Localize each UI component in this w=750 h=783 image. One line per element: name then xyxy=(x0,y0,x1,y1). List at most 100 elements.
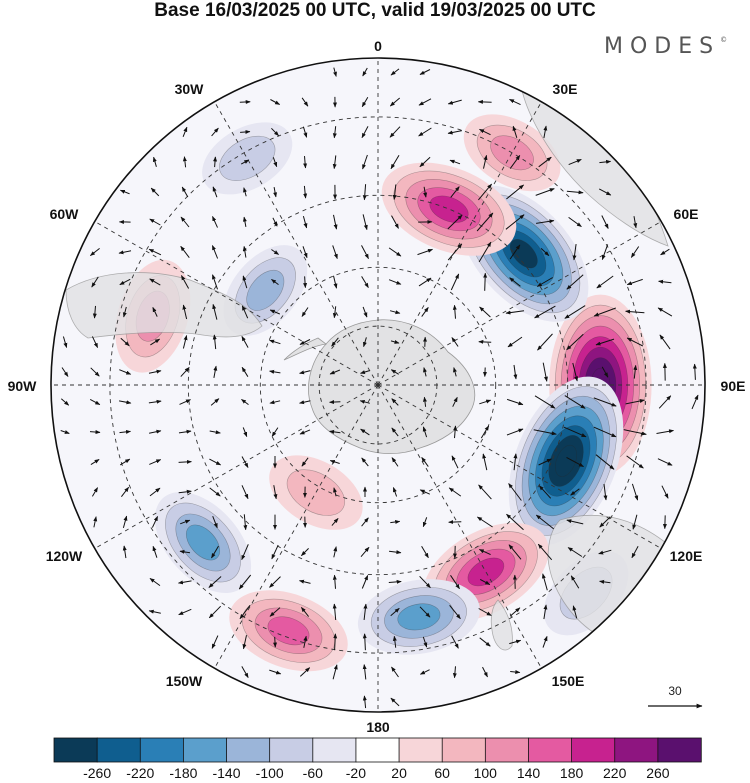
wind-vector-arrow xyxy=(362,306,368,318)
wind-vector-arrow xyxy=(303,635,308,648)
wind-vector-arrow xyxy=(538,485,552,499)
wind-vector-arrow xyxy=(148,248,162,256)
wind-vector-arrow xyxy=(570,575,580,589)
colorbar-swatch xyxy=(355,737,400,763)
wind-vector-arrow xyxy=(478,183,492,201)
wind-vector-arrow xyxy=(536,277,553,287)
wind-vector-arrow xyxy=(332,126,337,139)
wind-vector-arrow xyxy=(447,214,463,230)
wind-vector-arrow xyxy=(212,334,217,350)
wind-vector-arrow xyxy=(389,97,401,107)
wind-vector-arrow xyxy=(448,487,462,497)
wind-vector-arrow xyxy=(209,458,222,466)
meridian-line xyxy=(377,101,542,386)
colorbar-label: -260 xyxy=(83,765,112,781)
colorbar-label: 260 xyxy=(646,765,670,781)
wind-vector-arrow xyxy=(390,519,401,524)
wind-vector-arrow xyxy=(479,128,491,136)
wind-vector-arrow xyxy=(332,603,337,621)
wind-vector-arrow xyxy=(601,244,609,261)
label-lon-120w: 120W xyxy=(46,548,83,564)
colorbar-swatch xyxy=(398,737,443,763)
wind-vector-arrow xyxy=(333,214,338,230)
wind-vector-arrow xyxy=(240,129,251,134)
wind-vector-arrow xyxy=(691,394,699,410)
wind-vector-arrow xyxy=(149,487,161,497)
anomaly-contour xyxy=(397,603,441,631)
wind-vector-arrow xyxy=(119,369,132,375)
wind-vector-arrow xyxy=(269,400,281,405)
wind-vector-arrow xyxy=(361,276,369,289)
wind-vector-arrow xyxy=(238,574,252,590)
meridian-line xyxy=(214,101,379,386)
wind-vector-arrow xyxy=(179,399,191,405)
label-lon-60w: 60W xyxy=(50,206,80,222)
wind-vector-arrow xyxy=(508,483,522,501)
wind-vector-arrow xyxy=(360,546,370,558)
wind-vector-arrow xyxy=(182,126,188,137)
wind-vector-arrow xyxy=(633,216,638,229)
wind-vector-arrow xyxy=(242,275,248,289)
wind-vector-arrow xyxy=(631,483,639,501)
wind-vector-arrow xyxy=(209,430,221,435)
wind-vector-arrow xyxy=(150,338,161,346)
anomaly-cell xyxy=(229,590,348,672)
label-lon-30w: 30W xyxy=(175,81,205,97)
wind-vector-arrow xyxy=(271,544,279,560)
wind-vector-arrow xyxy=(572,244,577,261)
wind-vector-arrow xyxy=(657,307,673,317)
wind-vector-arrow xyxy=(567,547,583,557)
wind-vector-arrow xyxy=(476,516,493,528)
wind-vector-arrow xyxy=(118,250,132,255)
wind-vector-arrow xyxy=(566,519,584,525)
wind-vector-arrow xyxy=(89,430,101,435)
wind-vector-arrow xyxy=(422,517,428,528)
wind-vector-arrow xyxy=(299,370,311,375)
wind-vector-arrow xyxy=(563,426,587,438)
globe-boundary xyxy=(50,57,706,713)
wind-vector-arrow xyxy=(269,339,281,345)
wind-vector-arrow xyxy=(212,186,218,198)
wind-vector-arrow xyxy=(119,400,132,405)
colorbar-swatch xyxy=(139,737,185,763)
colorbar-labels: -260 -220 -180 -140 -100 -60 -20 20 60 100 140 180 2… xyxy=(0,765,750,783)
antarctica-landmass xyxy=(308,319,475,455)
wind-vector-arrow xyxy=(536,219,555,224)
wind-vector-arrow xyxy=(270,99,281,105)
wind-vector-arrow xyxy=(299,579,311,584)
wind-vector-arrow xyxy=(208,605,222,619)
wind-vector-arrow xyxy=(271,127,279,137)
wind-vector-arrow xyxy=(391,427,399,437)
wind-vector-arrow xyxy=(148,369,162,374)
wind-vector-arrow xyxy=(480,425,490,439)
wind-vector-arrow xyxy=(148,609,161,614)
wind-vector-arrow xyxy=(332,155,337,170)
wind-vector-arrow xyxy=(419,156,431,168)
wind-vector-arrow xyxy=(391,457,399,467)
wind-vector-arrow xyxy=(362,67,368,77)
wind-vector-arrow xyxy=(213,365,218,378)
brand-name: MODES xyxy=(604,34,721,59)
wind-vector-arrow xyxy=(149,218,161,226)
wind-vector-arrow xyxy=(91,487,99,497)
wind-vector-arrow xyxy=(361,126,369,139)
wind-vector-arrow xyxy=(180,216,190,228)
wind-vector-arrow xyxy=(89,398,101,406)
meridian-line xyxy=(94,221,379,386)
anomaly-contour xyxy=(185,524,221,561)
wind-vector-arrow xyxy=(421,306,429,317)
wind-vector-arrow xyxy=(390,369,399,375)
wind-vector-arrow xyxy=(564,395,586,409)
wind-vector-arrow xyxy=(302,246,308,259)
wind-vector-arrow xyxy=(661,485,669,499)
wind-vector-arrow xyxy=(510,670,521,675)
wind-vector-arrow xyxy=(329,369,341,375)
wind-vector-arrow xyxy=(450,186,460,198)
wind-vector-arrow xyxy=(659,334,671,350)
meridian-line xyxy=(377,384,662,549)
wind-vector-arrow xyxy=(90,458,100,466)
wind-vector-arrow xyxy=(92,305,97,319)
wind-vector-arrow xyxy=(363,603,368,620)
colorbar-label: 220 xyxy=(603,765,627,781)
wind-vector-arrow xyxy=(534,395,556,409)
